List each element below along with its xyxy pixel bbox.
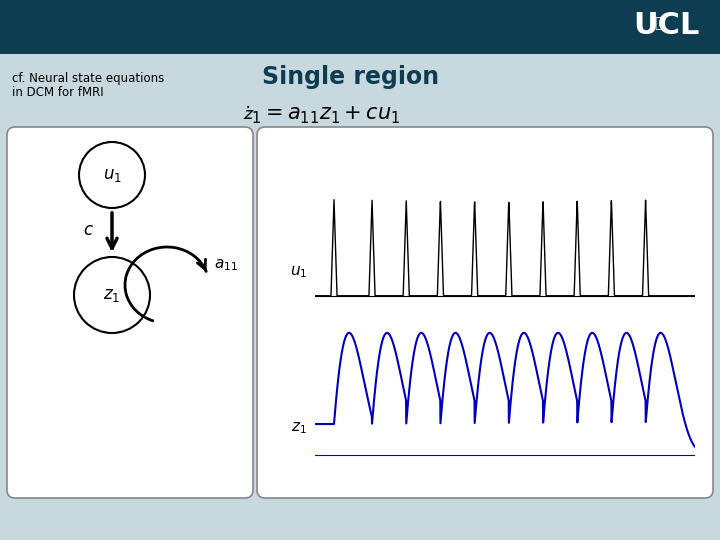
FancyBboxPatch shape — [257, 127, 713, 498]
Circle shape — [74, 257, 150, 333]
Text: $u_1$: $u_1$ — [102, 166, 122, 184]
Text: 🏛: 🏛 — [654, 16, 662, 30]
Text: $z_1$: $z_1$ — [104, 286, 120, 304]
Circle shape — [79, 142, 145, 208]
Text: cf. Neural state equations: cf. Neural state equations — [12, 72, 164, 85]
Text: UCL: UCL — [634, 10, 700, 39]
Text: in DCM for fMRI: in DCM for fMRI — [12, 86, 104, 99]
Text: $z_1$: $z_1$ — [291, 420, 307, 436]
Bar — [0, 0, 720, 54]
Text: $a_{11}$: $a_{11}$ — [214, 257, 238, 273]
Text: $u_1$: $u_1$ — [289, 264, 307, 280]
FancyBboxPatch shape — [7, 127, 253, 498]
Text: Single region: Single region — [262, 65, 439, 89]
Text: $c$: $c$ — [83, 221, 94, 239]
Text: $\mathcal{\dot{z}}_1 = a_{11}z_1 + cu_1$: $\mathcal{\dot{z}}_1 = a_{11}z_1 + cu_1$ — [242, 105, 400, 126]
